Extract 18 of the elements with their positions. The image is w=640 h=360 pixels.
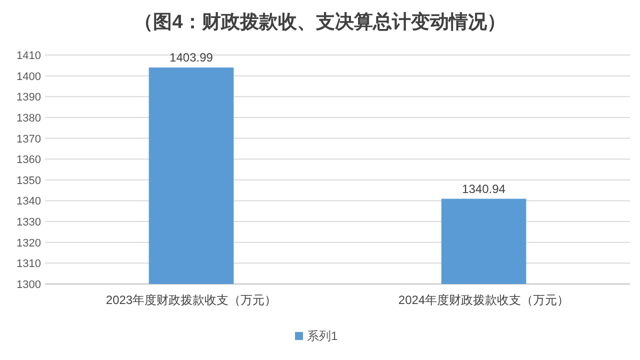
legend-label: 系列1 <box>307 329 338 343</box>
y-tick-label: 1320 <box>16 237 41 250</box>
y-tick-label: 1390 <box>16 92 41 104</box>
data-label: 1340.94 <box>462 182 506 196</box>
y-tick-label: 1360 <box>16 154 41 166</box>
y-tick-label: 1370 <box>16 133 41 146</box>
data-label: 1403.99 <box>170 50 214 65</box>
y-tick-label: 1400 <box>16 70 41 83</box>
y-tick-label: 1300 <box>16 279 41 291</box>
x-tick-label: 2023年度财政拨款收支（万元） <box>106 293 277 307</box>
y-tick-label: 1380 <box>16 112 41 124</box>
y-tick-label: 1310 <box>16 258 41 270</box>
y-tick-label: 1340 <box>16 196 41 208</box>
x-tick-label: 2024年度财政拨款收支（万元） <box>398 293 570 307</box>
y-tick-label: 1410 <box>16 50 41 62</box>
y-tick-label: 1350 <box>16 174 41 187</box>
chart-title: （图4：财政拨款收、支决算总计变动情况） <box>134 11 506 33</box>
y-tick-label: 1330 <box>16 216 41 229</box>
